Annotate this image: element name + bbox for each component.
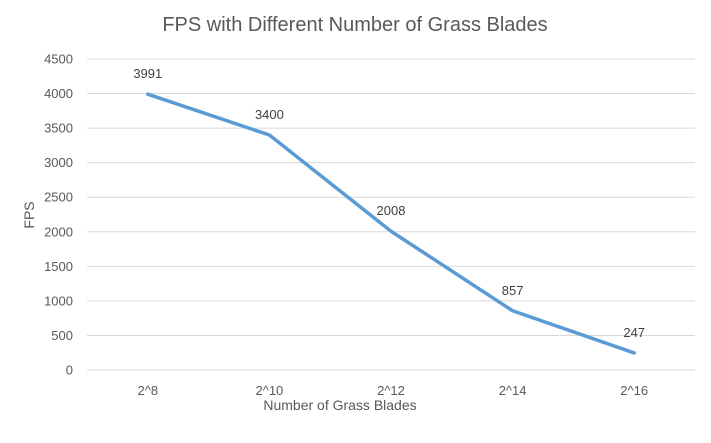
x-tick-label: 2^12 <box>377 383 405 398</box>
series-group <box>146 92 636 355</box>
x-tick-label: 2^16 <box>620 383 648 398</box>
y-tick-label: 1000 <box>44 293 73 308</box>
x-axis-label: Number of Grass Blades <box>263 397 416 413</box>
data-label: 247 <box>623 325 645 340</box>
x-axis-ticks: 2^8 2^10 2^12 2^14 2^16 <box>138 383 649 398</box>
y-tick-label: 1500 <box>44 259 73 274</box>
data-label: 2008 <box>377 203 406 218</box>
x-tick-label: 2^8 <box>138 383 159 398</box>
y-tick-label: 3000 <box>44 155 73 170</box>
y-tick-label: 500 <box>51 328 73 343</box>
series-line <box>146 92 636 355</box>
y-axis-label: FPS <box>21 201 37 228</box>
data-labels: 3991 3400 2008 857 247 <box>133 66 645 340</box>
y-tick-label: 2500 <box>44 190 73 205</box>
y-axis-ticks: 0 500 1000 1500 2000 2500 3000 3500 4000 4500 <box>44 52 73 378</box>
y-tick-label: 4000 <box>44 86 73 101</box>
data-label: 3991 <box>133 66 162 81</box>
y-tick-label: 2000 <box>44 224 73 239</box>
x-tick-label: 2^14 <box>499 383 527 398</box>
y-tick-label: 4500 <box>44 52 73 67</box>
data-label: 857 <box>502 283 524 298</box>
x-tick-label: 2^10 <box>256 383 284 398</box>
y-tick-label: 0 <box>66 363 73 378</box>
chart-title: FPS with Different Number of Grass Blade… <box>162 14 547 36</box>
data-label: 3400 <box>255 107 284 122</box>
y-tick-label: 3500 <box>44 121 73 136</box>
